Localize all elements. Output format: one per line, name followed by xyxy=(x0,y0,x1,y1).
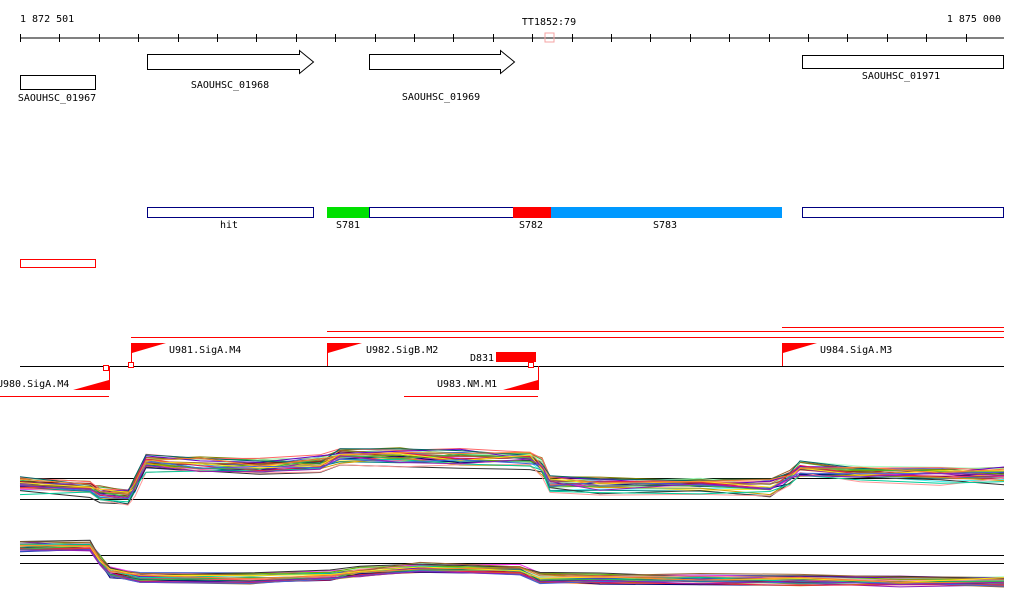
gene-SAOUHSC_01967[interactable]: SAOUHSC_01967 xyxy=(18,75,96,105)
expression-trace xyxy=(19,549,1005,586)
gene-SAOUHSC_01971[interactable]: SAOUHSC_01971 xyxy=(802,55,1004,83)
gene-track: SAOUHSC_01967 SAOUHSC_01968 SAOUHSC_0196… xyxy=(18,49,1004,105)
gene-arrow[interactable] xyxy=(147,49,315,75)
gene-label: SAOUHSC_01971 xyxy=(862,71,940,82)
promoter-flag-icon xyxy=(73,380,109,390)
ruler-marker-label[interactable]: TT1852:79 xyxy=(522,17,576,28)
promoter-U983[interactable]: U983.NM.M1 xyxy=(437,362,539,391)
expression-panel-top xyxy=(19,447,1005,506)
promoter-U980[interactable]: U980.SigA.M4 xyxy=(0,365,110,391)
expression-trace xyxy=(19,455,1005,499)
gene-arrow[interactable] xyxy=(369,49,516,75)
promoter-flag-icon xyxy=(132,343,166,353)
promoter-flag-icon xyxy=(503,380,538,390)
expression-panel-bottom xyxy=(19,539,1005,588)
promoter-label: U983.NM.M1 xyxy=(437,379,497,390)
promoter-anchor xyxy=(103,365,109,371)
segment-S781[interactable] xyxy=(327,207,370,218)
promoter-U982[interactable]: U982.SigB.M2 xyxy=(327,343,439,366)
ruler-position-marker[interactable] xyxy=(544,32,555,43)
segment-blank[interactable] xyxy=(369,207,514,218)
segment-label: S781 xyxy=(336,220,360,231)
gene-label: SAOUHSC_01968 xyxy=(191,80,269,91)
expression-trace xyxy=(19,544,1004,584)
segment-label: hit xyxy=(220,220,238,231)
terminator-label: D831 xyxy=(470,353,494,364)
promoter-anchor xyxy=(528,362,534,368)
gene-label: SAOUHSC_01967 xyxy=(18,93,96,104)
promoter-label: U981.SigA.M4 xyxy=(169,345,241,356)
promoter-label: U980.SigA.M4 xyxy=(0,379,69,390)
promoter-U981[interactable]: U981.SigA.M4 xyxy=(128,343,242,368)
terminator-box[interactable] xyxy=(496,352,536,362)
expression-trace xyxy=(19,448,1005,492)
coordinate-ruler: 1 872 501 1 875 000 TT1852:79 xyxy=(20,14,1004,43)
promoter-track: U980.SigA.M4 U981.SigA.M4 U982.SigB.M2 D… xyxy=(0,327,1004,397)
segment-label: S783 xyxy=(653,220,677,231)
ruler-start-label: 1 872 501 xyxy=(20,14,74,25)
gene-SAOUHSC_01968[interactable]: SAOUHSC_01968 xyxy=(147,49,315,92)
expression-trace xyxy=(19,448,1005,494)
segment-blank[interactable] xyxy=(802,207,1004,218)
gene-box[interactable] xyxy=(20,75,96,90)
promoter-flag-icon xyxy=(783,343,817,353)
ruler-end-label: 1 875 000 xyxy=(947,14,1001,25)
segment-S782[interactable] xyxy=(513,207,552,218)
expression-trace xyxy=(19,451,1005,494)
segment-red-outline[interactable] xyxy=(20,259,96,268)
segment-hit[interactable] xyxy=(147,207,314,218)
promoter-U984[interactable]: U984.SigA.M3 xyxy=(782,343,893,366)
promoter-label: U982.SigB.M2 xyxy=(366,345,438,356)
gene-label: SAOUHSC_01969 xyxy=(402,92,480,103)
promoter-label: U984.SigA.M3 xyxy=(820,345,892,356)
terminator-D831[interactable]: D831 xyxy=(470,352,536,364)
expression-trace xyxy=(19,541,1005,580)
segment-track: hit S781 S782 S783 xyxy=(20,207,1004,268)
promoter-flag-icon xyxy=(328,343,362,353)
segment-label: S782 xyxy=(519,220,543,231)
gene-SAOUHSC_01969[interactable]: SAOUHSC_01969 xyxy=(369,49,516,104)
segment-S783[interactable] xyxy=(551,207,782,218)
ruler-ticks xyxy=(20,34,967,42)
gene-box[interactable] xyxy=(802,55,1004,69)
promoter-anchor xyxy=(128,362,134,368)
